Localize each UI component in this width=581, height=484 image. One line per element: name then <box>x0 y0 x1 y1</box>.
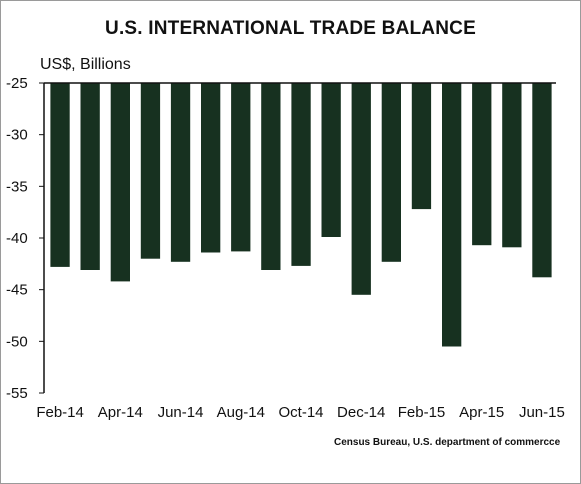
y-tick-label: -25 <box>6 75 28 92</box>
bar-aug-14 <box>231 83 251 252</box>
bar-jun-14 <box>170 83 191 262</box>
y-axis-label: US$, Billions <box>40 56 131 73</box>
bar-mar-15 <box>442 83 462 347</box>
bar-oct-14 <box>291 83 311 266</box>
source-note: Census Bureau, U.S. department of commer… <box>334 437 561 448</box>
bar-dec-14 <box>351 83 371 295</box>
bar-nov-14 <box>321 83 341 237</box>
y-tick-label: -45 <box>6 282 28 299</box>
y-tick-label: -40 <box>6 230 28 247</box>
bar-may-14 <box>140 83 161 259</box>
bar-apr-15 <box>472 83 492 246</box>
bar-jun-15 <box>532 83 552 278</box>
y-tick-label: -55 <box>6 385 28 402</box>
x-tick-label: Aug-14 <box>217 404 265 421</box>
x-tick-label: Jun-15 <box>519 404 565 421</box>
y-tick-label: -35 <box>6 178 28 195</box>
bar-apr-14 <box>110 83 130 282</box>
chart-title: U.S. INTERNATIONAL TRADE BALANCE <box>105 18 476 39</box>
bar-sep-14 <box>261 83 281 270</box>
x-tick-label: Dec-14 <box>337 404 385 421</box>
y-tick-label: -30 <box>6 127 28 144</box>
x-tick-label: Oct-14 <box>278 404 323 421</box>
x-tick-label: Apr-15 <box>459 404 504 421</box>
bar-mar-14 <box>80 83 100 270</box>
bar-feb-15 <box>411 83 432 210</box>
x-tick-label: Feb-15 <box>398 404 446 421</box>
bar-jan-15 <box>381 83 401 262</box>
bar-may-15 <box>502 83 522 248</box>
x-tick-label: Feb-14 <box>36 404 84 421</box>
x-tick-label: Jun-14 <box>158 404 204 421</box>
x-tick-label: Apr-14 <box>98 404 143 421</box>
bar-feb-14 <box>50 83 70 267</box>
y-tick-label: -50 <box>6 333 28 350</box>
bar-jul-14 <box>201 83 221 253</box>
